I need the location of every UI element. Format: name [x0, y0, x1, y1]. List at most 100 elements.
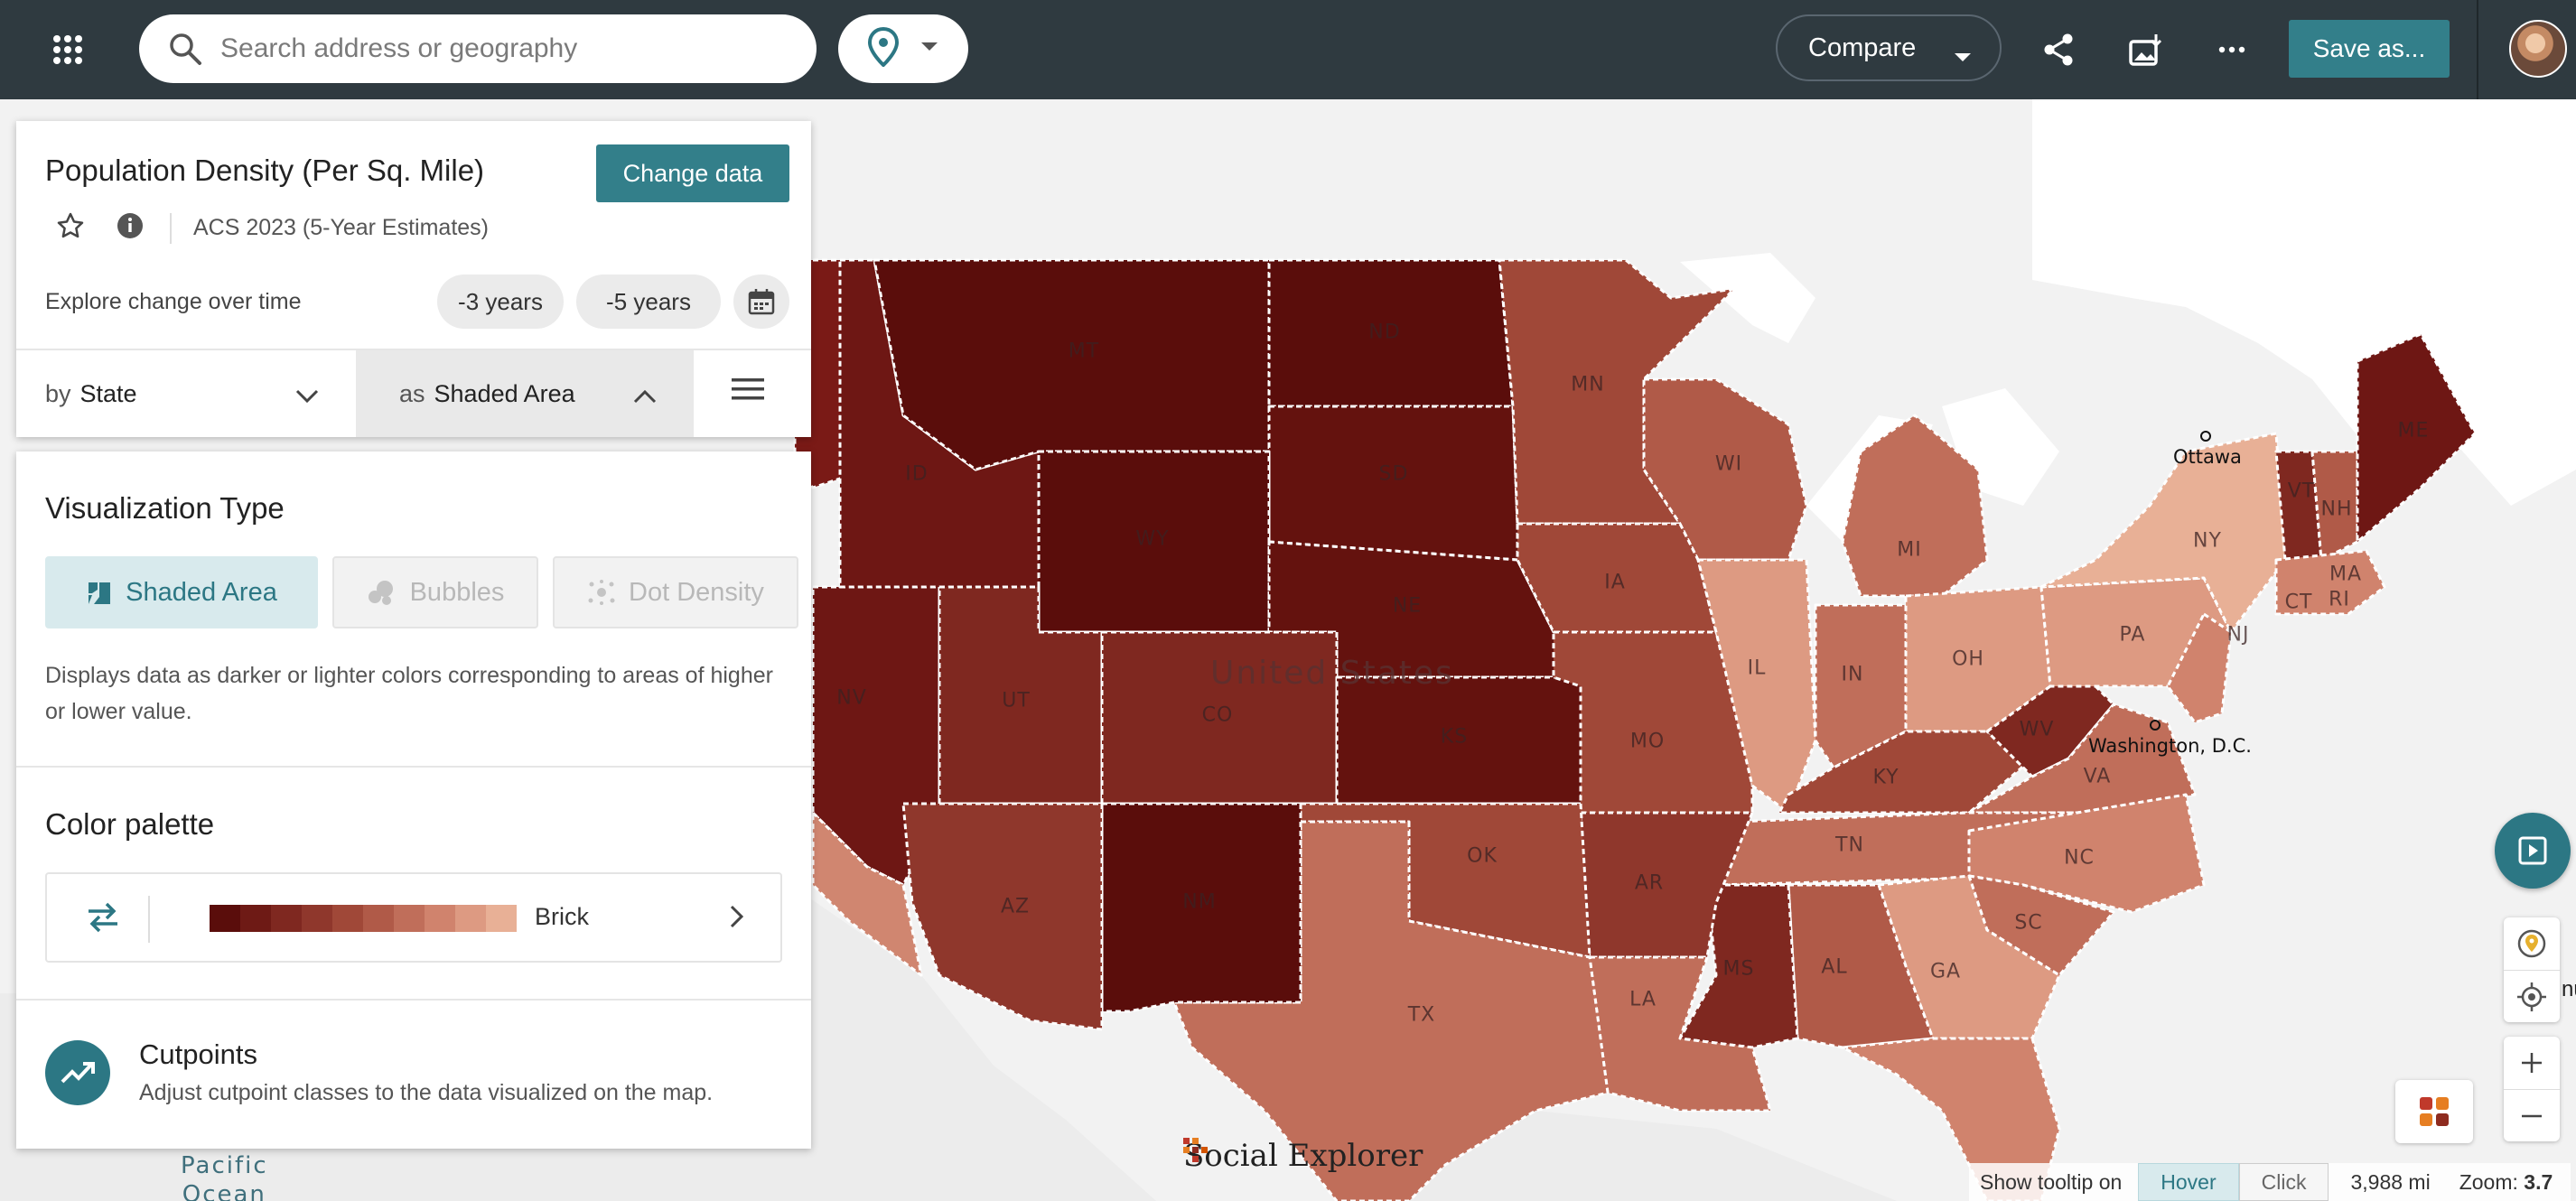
- tooltip-label: Show tooltip on: [1980, 1169, 2123, 1194]
- state-label: LA: [1629, 988, 1657, 1011]
- visualization-type-heading: Visualization Type: [45, 491, 285, 525]
- state-label: KY: [1872, 766, 1899, 789]
- state-label: ID: [905, 462, 929, 486]
- location-picker[interactable]: [838, 14, 968, 83]
- palette-swatch: [363, 905, 394, 932]
- palette-name: Brick: [535, 903, 589, 930]
- search-input[interactable]: [220, 33, 762, 64]
- trend-icon[interactable]: [45, 1040, 110, 1105]
- zoom-out-icon[interactable]: [2504, 1089, 2560, 1141]
- palette-swatch: [240, 905, 271, 932]
- map-scale: 3,988 mi: [2350, 1169, 2431, 1194]
- city-name: Ottawa: [2173, 446, 2242, 468]
- state-label: UT: [1002, 689, 1031, 712]
- save-as-button[interactable]: Save as...: [2289, 20, 2450, 78]
- minus-5-years-chip[interactable]: -5 years: [576, 275, 721, 329]
- shaded-area-label: Shaded Area: [126, 577, 277, 607]
- state-label: GA: [1929, 960, 1962, 983]
- state-label: AR: [1634, 871, 1665, 895]
- city-name: Washington, D.C.: [2088, 735, 2252, 757]
- shaded-area-icon: [89, 582, 111, 604]
- avatar[interactable]: [2509, 20, 2567, 78]
- presentation-button[interactable]: [2495, 813, 2571, 889]
- compare-label: Compare: [1808, 33, 1917, 62]
- palette-swatch: [271, 905, 302, 932]
- geography-toolbar: by State as Shaded Area: [16, 349, 811, 437]
- geography-level-value: State: [79, 379, 137, 407]
- visualization-value: Shaded Area: [434, 379, 575, 407]
- state-label: MI: [1897, 538, 1922, 562]
- color-palette-selector[interactable]: Brick: [45, 872, 782, 963]
- compare-button[interactable]: Compare: [1776, 14, 2002, 81]
- country-label: United States: [1210, 655, 1454, 692]
- change-data-button[interactable]: Change data: [596, 144, 789, 202]
- state-label: CT: [2284, 591, 2313, 614]
- logo-text: Social Explorer: [1183, 1138, 1423, 1174]
- toolbar-divider: [2477, 0, 2478, 99]
- ocean-label: Pacific Ocean: [181, 1151, 268, 1201]
- ocean-label-line-2: Ocean: [182, 1181, 266, 1201]
- palette-swatch: [394, 905, 425, 932]
- my-location-icon[interactable]: [2504, 970, 2560, 1022]
- share-icon[interactable]: [2036, 27, 2081, 72]
- top-bar: Compare Save as...: [0, 0, 2576, 99]
- social-explorer-logo: Social Explorer: [1183, 1138, 1423, 1174]
- more-icon[interactable]: [2209, 27, 2254, 72]
- state-label: KS: [1440, 725, 1469, 749]
- state-label: SD: [1378, 462, 1409, 486]
- edge-text: nu: [2562, 977, 2576, 1001]
- marker-icon[interactable]: [2504, 917, 2560, 970]
- bubbles-button[interactable]: Bubbles: [332, 556, 538, 628]
- state-label: ME: [2397, 419, 2430, 442]
- minus-3-years-chip[interactable]: -3 years: [437, 275, 564, 329]
- location-controls: [2504, 917, 2560, 1022]
- hover-toggle[interactable]: Hover: [2138, 1163, 2239, 1201]
- state-label: AL: [1821, 955, 1848, 979]
- data-panel: Population Density (Per Sq. Mile) Change…: [16, 121, 811, 437]
- zoom-label: Zoom:: [2459, 1169, 2518, 1194]
- apps-grid-icon[interactable]: [45, 27, 90, 72]
- bubbles-label: Bubbles: [409, 577, 505, 607]
- state-label: VT: [2287, 479, 2316, 503]
- dot-density-icon: [588, 580, 615, 605]
- zoom-level: Zoom: 3.7: [2459, 1170, 2553, 1195]
- info-icon[interactable]: [116, 211, 145, 245]
- palette-swatch: [455, 905, 486, 932]
- state-label: VA: [2083, 765, 2112, 788]
- zoom-in-icon[interactable]: [2504, 1037, 2560, 1089]
- explore-change-label: Explore change over time: [45, 289, 302, 314]
- zoom-value: 3.7: [2524, 1169, 2553, 1194]
- dataset-meta: ACS 2023 (5-Year Estimates): [56, 211, 489, 245]
- state-label: NY: [2193, 529, 2222, 553]
- menu-icon[interactable]: [730, 376, 766, 407]
- state-label: NV: [836, 686, 867, 710]
- layers-button[interactable]: [2395, 1080, 2473, 1143]
- state-label: PA: [2119, 623, 2146, 647]
- calendar-button[interactable]: [733, 275, 789, 329]
- section-divider: [16, 766, 811, 768]
- shaded-area-button[interactable]: Shaded Area: [45, 556, 318, 628]
- chevron-down-icon: [294, 383, 320, 411]
- cutpoints-title[interactable]: Cutpoints: [139, 1038, 257, 1070]
- play-icon: [2518, 836, 2547, 865]
- state-label: TX: [1407, 1003, 1436, 1027]
- dot-density-button[interactable]: Dot Density: [553, 556, 798, 628]
- state-label: NH: [2320, 498, 2353, 521]
- state-label: OH: [1952, 647, 1984, 671]
- state-label: ND: [1368, 321, 1401, 344]
- click-toggle[interactable]: Click: [2238, 1163, 2329, 1201]
- by-prefix: by: [45, 379, 71, 407]
- meta-divider: [170, 212, 172, 244]
- page-title: Population Density (Per Sq. Mile): [45, 154, 485, 187]
- state-label: NE: [1392, 594, 1423, 618]
- visualization-dropdown[interactable]: as Shaded Area: [356, 350, 694, 437]
- dot-density-label: Dot Density: [629, 577, 764, 607]
- star-icon[interactable]: [56, 211, 85, 245]
- geography-level-dropdown[interactable]: by State: [16, 350, 356, 437]
- export-image-icon[interactable]: [2123, 27, 2168, 72]
- section-divider: [16, 999, 811, 1001]
- city-label: Ottawa: [2173, 424, 2242, 468]
- layers-icon: [2420, 1097, 2449, 1126]
- reverse-palette-icon[interactable]: [85, 901, 121, 938]
- state-label: MN: [1571, 373, 1605, 396]
